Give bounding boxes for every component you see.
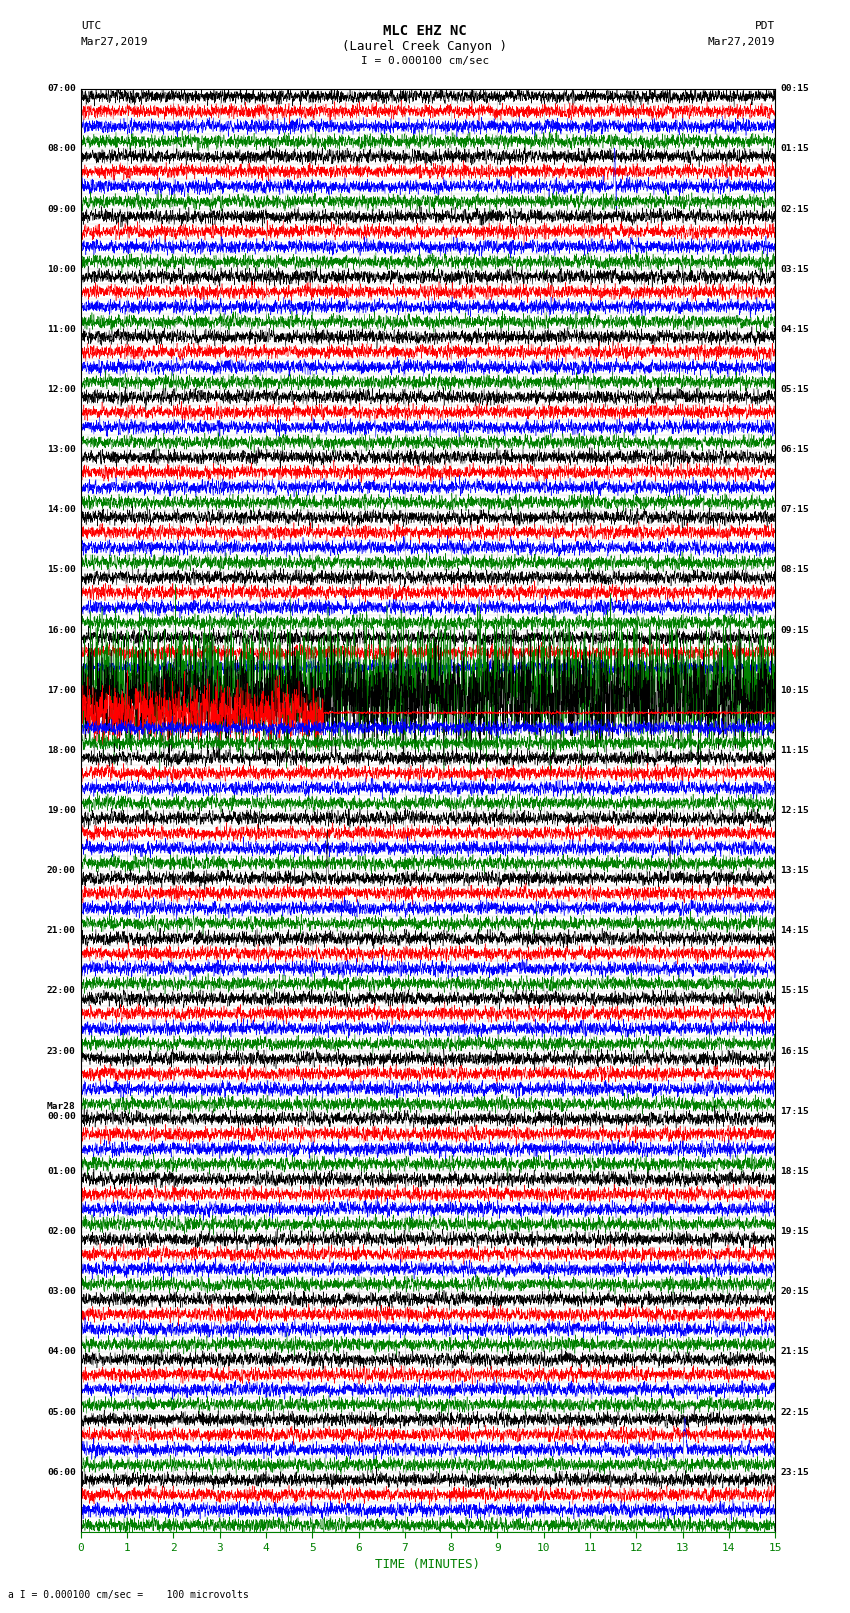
Text: 15:15: 15:15 xyxy=(780,987,809,995)
Text: 12:15: 12:15 xyxy=(780,806,809,815)
Text: 16:15: 16:15 xyxy=(780,1047,809,1055)
Text: 05:00: 05:00 xyxy=(47,1408,76,1416)
Text: 10:00: 10:00 xyxy=(47,265,76,274)
Text: 20:15: 20:15 xyxy=(780,1287,809,1297)
Text: 14:00: 14:00 xyxy=(47,505,76,515)
Text: Mar27,2019: Mar27,2019 xyxy=(81,37,148,47)
Text: 16:00: 16:00 xyxy=(47,626,76,634)
Text: 18:00: 18:00 xyxy=(47,745,76,755)
Text: 06:00: 06:00 xyxy=(47,1468,76,1476)
Text: 17:15: 17:15 xyxy=(780,1107,809,1116)
Text: 23:15: 23:15 xyxy=(780,1468,809,1476)
Text: 02:00: 02:00 xyxy=(47,1227,76,1236)
Text: 07:15: 07:15 xyxy=(780,505,809,515)
Text: 19:00: 19:00 xyxy=(47,806,76,815)
Text: 15:00: 15:00 xyxy=(47,566,76,574)
Text: 22:15: 22:15 xyxy=(780,1408,809,1416)
Text: 08:15: 08:15 xyxy=(780,566,809,574)
Text: 18:15: 18:15 xyxy=(780,1166,809,1176)
Text: 06:15: 06:15 xyxy=(780,445,809,455)
Text: 19:15: 19:15 xyxy=(780,1227,809,1236)
Text: Mar28
00:00: Mar28 00:00 xyxy=(47,1102,76,1121)
Text: 03:15: 03:15 xyxy=(780,265,809,274)
Text: MLC EHZ NC: MLC EHZ NC xyxy=(383,24,467,39)
Text: Mar27,2019: Mar27,2019 xyxy=(708,37,775,47)
Text: 11:00: 11:00 xyxy=(47,324,76,334)
Text: UTC: UTC xyxy=(81,21,101,31)
Text: 08:00: 08:00 xyxy=(47,145,76,153)
Text: 03:00: 03:00 xyxy=(47,1287,76,1297)
Text: 21:15: 21:15 xyxy=(780,1347,809,1357)
Text: (Laurel Creek Canyon ): (Laurel Creek Canyon ) xyxy=(343,40,507,53)
Text: 02:15: 02:15 xyxy=(780,205,809,213)
Text: 20:00: 20:00 xyxy=(47,866,76,876)
Text: 10:15: 10:15 xyxy=(780,686,809,695)
Text: 00:15: 00:15 xyxy=(780,84,809,94)
Text: 09:00: 09:00 xyxy=(47,205,76,213)
X-axis label: TIME (MINUTES): TIME (MINUTES) xyxy=(376,1558,480,1571)
Text: 11:15: 11:15 xyxy=(780,745,809,755)
Text: 07:00: 07:00 xyxy=(47,84,76,94)
Text: 01:00: 01:00 xyxy=(47,1166,76,1176)
Text: 14:15: 14:15 xyxy=(780,926,809,936)
Text: PDT: PDT xyxy=(755,21,775,31)
Text: 17:00: 17:00 xyxy=(47,686,76,695)
Text: 12:00: 12:00 xyxy=(47,386,76,394)
Text: 23:00: 23:00 xyxy=(47,1047,76,1055)
Text: 13:00: 13:00 xyxy=(47,445,76,455)
Text: 21:00: 21:00 xyxy=(47,926,76,936)
Text: 01:15: 01:15 xyxy=(780,145,809,153)
Text: 09:15: 09:15 xyxy=(780,626,809,634)
Text: a I = 0.000100 cm/sec =    100 microvolts: a I = 0.000100 cm/sec = 100 microvolts xyxy=(8,1590,249,1600)
Text: 22:00: 22:00 xyxy=(47,987,76,995)
Text: 04:00: 04:00 xyxy=(47,1347,76,1357)
Text: 05:15: 05:15 xyxy=(780,386,809,394)
Text: I = 0.000100 cm/sec: I = 0.000100 cm/sec xyxy=(361,56,489,66)
Text: 13:15: 13:15 xyxy=(780,866,809,876)
Text: 04:15: 04:15 xyxy=(780,324,809,334)
